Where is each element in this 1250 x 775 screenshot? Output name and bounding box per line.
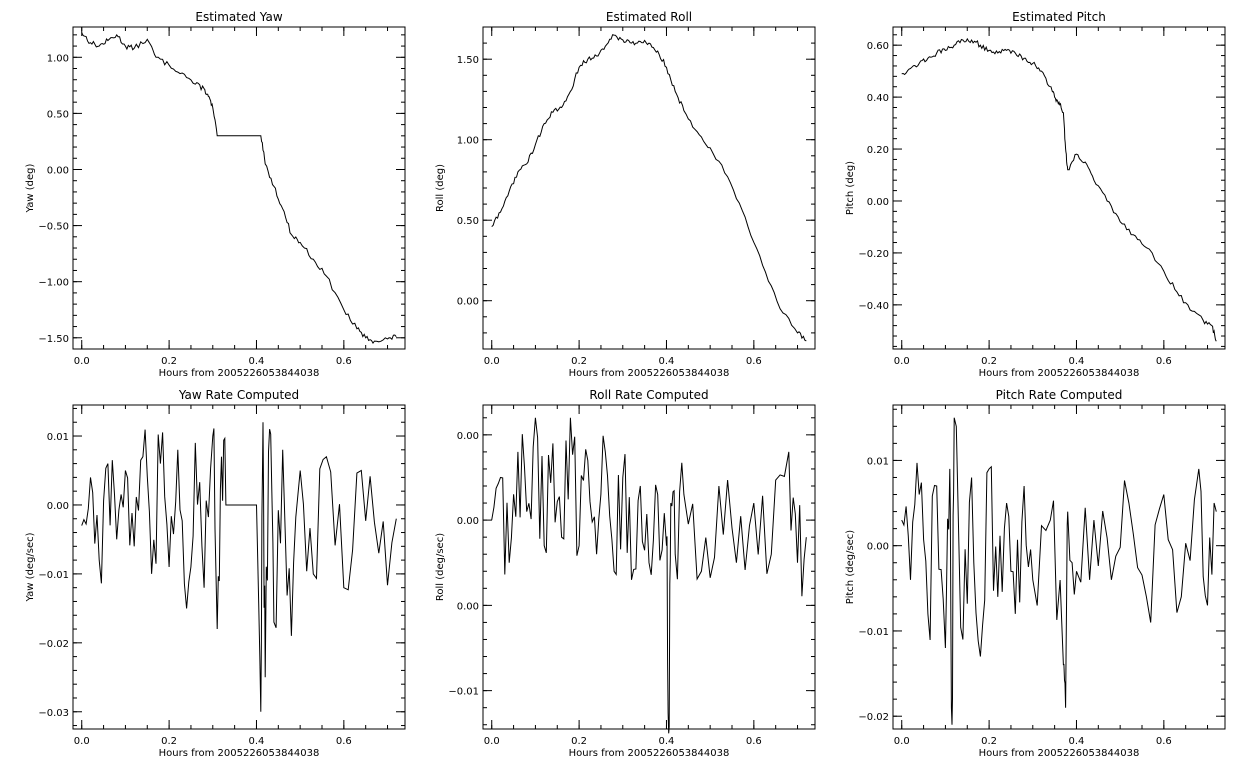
series-line	[81, 422, 397, 712]
panel-3: Estimated Pitch Hours from 20052260538440…	[845, 10, 1226, 379]
y-tick-label: −0.40	[858, 301, 889, 312]
x-tick-label: 0.2	[571, 356, 587, 367]
y-axis-label: Pitch (deg/sec)	[845, 530, 856, 605]
chart-title: Estimated Pitch	[1012, 10, 1106, 24]
y-tick-label: 0.00	[867, 542, 889, 553]
y-tick-label: 0.00	[47, 501, 69, 512]
y-tick-label: 1.00	[47, 53, 69, 64]
y-tick-label: 0.00	[457, 431, 479, 442]
x-tick-label: 0.6	[746, 356, 762, 367]
series-line	[491, 34, 807, 342]
panel-4: Yaw Rate Computed Hours from 200522605384…	[25, 388, 406, 759]
y-tick-label: −0.01	[448, 687, 479, 698]
x-tick-label: 0.6	[336, 736, 352, 747]
y-axis-label: Roll (deg)	[435, 164, 446, 212]
plot-frame	[892, 404, 1226, 730]
x-tick-label: 0.4	[1069, 736, 1085, 747]
x-tick-label: 0.6	[1156, 736, 1172, 747]
x-tick-label: 0.2	[161, 356, 177, 367]
y-axis-label: Roll (deg/sec)	[435, 533, 446, 601]
y-tick-label: 0.50	[47, 109, 69, 120]
series-line	[901, 37, 1217, 342]
y-axis-label: Yaw (deg)	[25, 163, 36, 213]
x-tick-label: 0.2	[981, 356, 997, 367]
y-tick-label: −0.01	[38, 570, 69, 581]
panel-1: Estimated Yaw Hours from 2005226053844038…	[25, 10, 406, 379]
x-axis-label: Hours from 2005226053844038	[979, 748, 1140, 759]
x-tick-label: 0.0	[484, 736, 500, 747]
x-axis-label: Hours from 2005226053844038	[979, 368, 1140, 379]
y-axis-label: Pitch (deg)	[845, 161, 856, 215]
x-axis-label: Hours from 2005226053844038	[159, 748, 320, 759]
x-tick-label: 0.6	[1156, 356, 1172, 367]
y-tick-label: −0.02	[38, 639, 69, 650]
y-tick-label: 0.00	[867, 197, 889, 208]
y-tick-label: 0.00	[47, 165, 69, 176]
x-tick-label: 0.6	[746, 736, 762, 747]
x-tick-label: 0.4	[249, 736, 265, 747]
plot-frame	[482, 404, 816, 730]
y-tick-label: 0.40	[867, 93, 889, 104]
y-tick-label: −1.00	[38, 278, 69, 289]
x-tick-label: 0.2	[571, 736, 587, 747]
y-tick-label: 0.01	[47, 432, 69, 443]
x-axis-label: Hours from 2005226053844038	[159, 368, 320, 379]
x-tick-label: 0.4	[659, 736, 675, 747]
x-axis-label: Hours from 2005226053844038	[569, 368, 730, 379]
y-tick-label: 0.00	[457, 601, 479, 612]
panel-6: Pitch Rate Computed Hours from 2005226053…	[845, 388, 1226, 759]
chart-title: Pitch Rate Computed	[996, 388, 1123, 402]
y-tick-label: 0.60	[867, 41, 889, 52]
chart-title: Estimated Yaw	[195, 10, 282, 24]
chart-title: Estimated Roll	[606, 10, 692, 24]
y-tick-label: −0.03	[38, 708, 69, 719]
x-tick-label: 0.0	[894, 736, 910, 747]
x-tick-label: 0.2	[161, 736, 177, 747]
y-tick-label: 0.00	[457, 516, 479, 527]
y-axis-label: Yaw (deg/sec)	[25, 532, 36, 602]
y-tick-label: 0.20	[867, 145, 889, 156]
plot-frame	[482, 26, 816, 350]
y-tick-label: −1.50	[38, 334, 69, 345]
x-tick-label: 0.6	[336, 356, 352, 367]
x-axis-label: Hours from 2005226053844038	[569, 748, 730, 759]
plot-frame	[892, 26, 1226, 350]
x-tick-label: 0.0	[894, 356, 910, 367]
series-line	[491, 417, 807, 734]
y-tick-label: −0.20	[858, 249, 889, 260]
x-tick-label: 0.4	[1069, 356, 1085, 367]
x-tick-label: 0.4	[249, 356, 265, 367]
plot-frame	[72, 404, 406, 730]
chart-title: Roll Rate Computed	[589, 388, 708, 402]
plot-frame	[72, 26, 406, 350]
y-tick-label: 1.00	[457, 136, 479, 147]
y-tick-label: −0.50	[38, 222, 69, 233]
series-line	[901, 417, 1217, 725]
y-tick-label: 0.00	[457, 297, 479, 308]
y-tick-label: 1.50	[457, 55, 479, 66]
panel-5: Roll Rate Computed Hours from 20052260538…	[435, 388, 816, 759]
y-tick-label: 0.50	[457, 216, 479, 227]
y-tick-label: −0.02	[858, 712, 889, 723]
x-tick-label: 0.0	[484, 356, 500, 367]
x-tick-label: 0.0	[74, 736, 90, 747]
x-tick-label: 0.2	[981, 736, 997, 747]
panel-2: Estimated Roll Hours from 200522605384403…	[435, 10, 816, 379]
series-line	[81, 32, 397, 345]
x-tick-label: 0.0	[74, 356, 90, 367]
chart-title: Yaw Rate Computed	[178, 388, 299, 402]
y-tick-label: −0.01	[858, 627, 889, 638]
y-tick-label: 0.01	[867, 456, 889, 467]
x-tick-label: 0.4	[659, 356, 675, 367]
